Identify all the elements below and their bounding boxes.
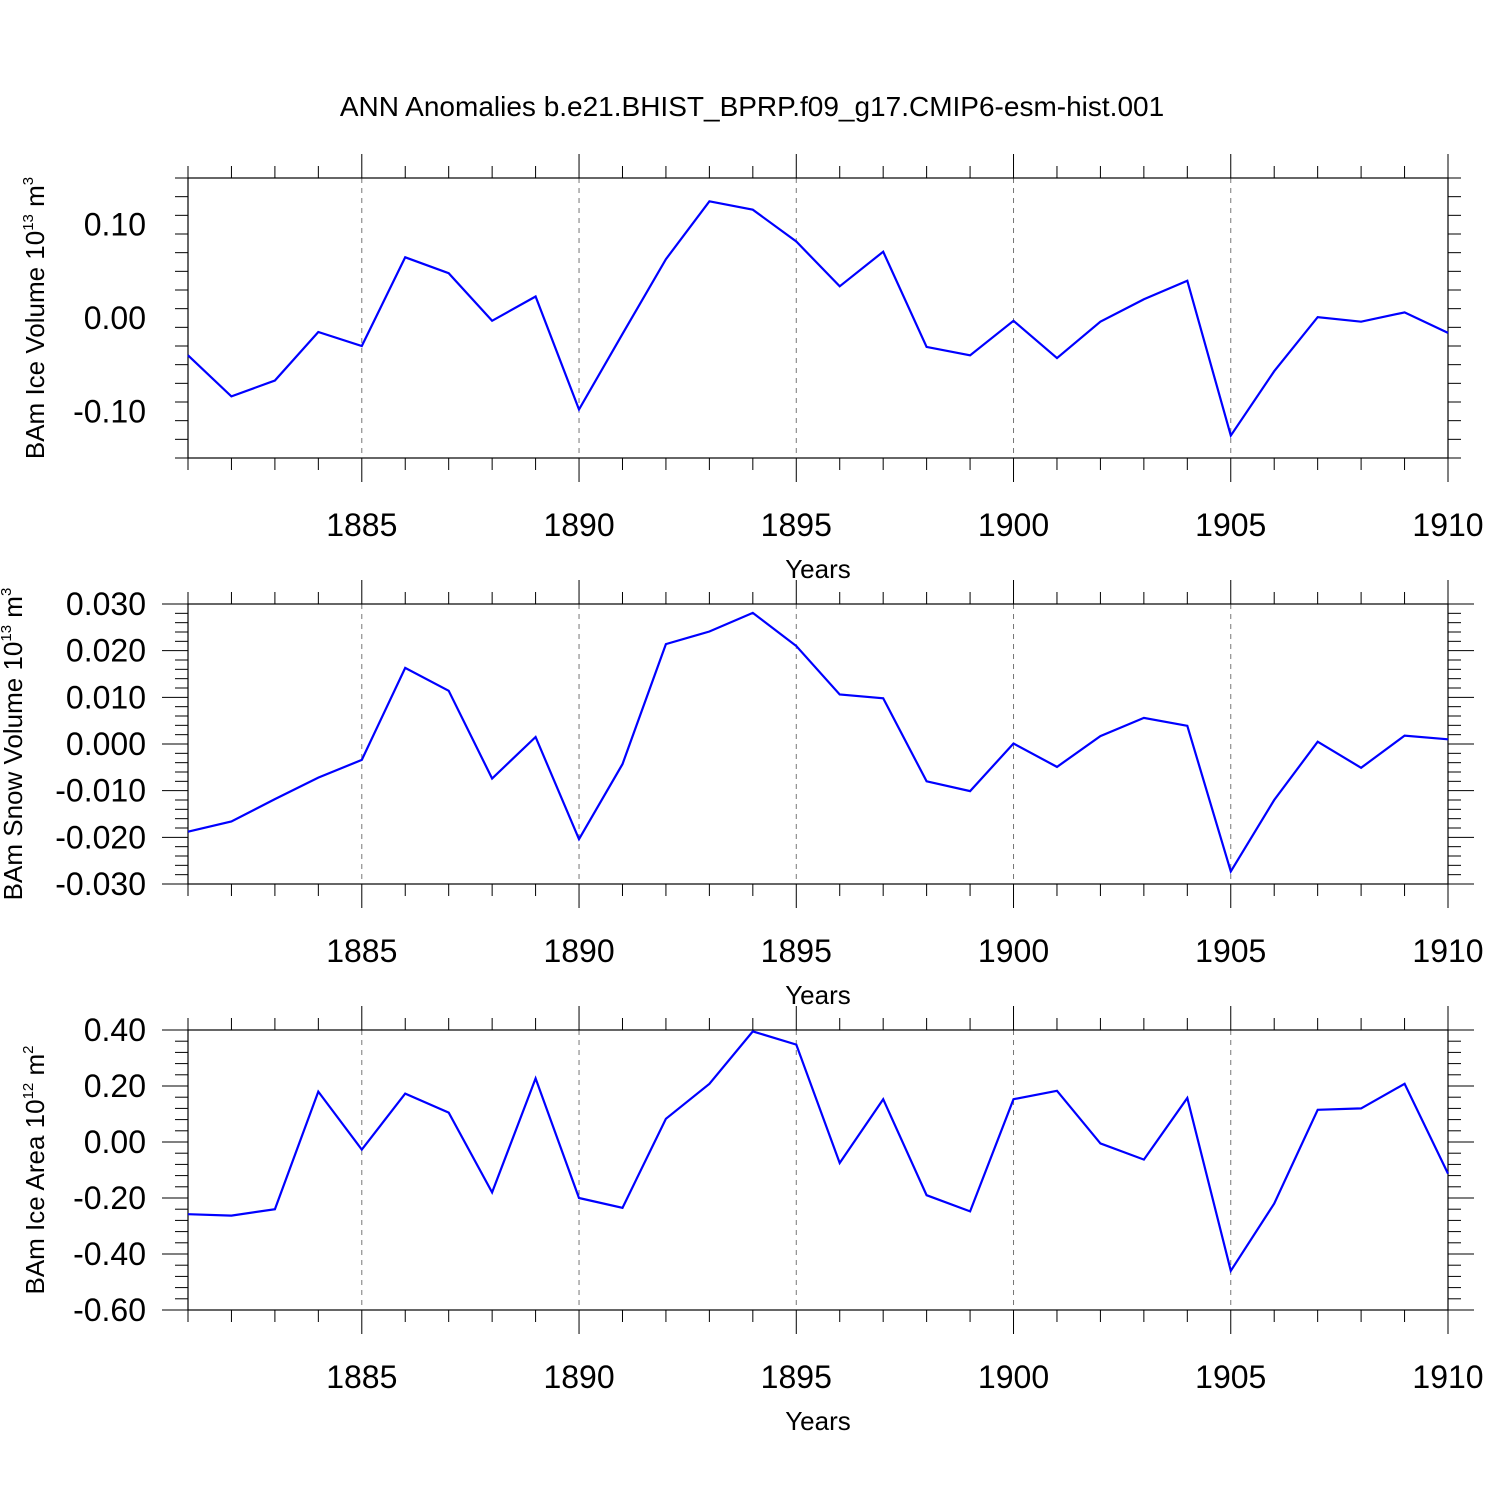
chart-2-x-tick-label: 1885 — [326, 1359, 397, 1395]
chart-2-x-tick-label: 1900 — [978, 1359, 1049, 1395]
chart-1-y-tick-label: 0.000 — [66, 726, 146, 762]
figure-title: ANN Anomalies b.e21.BHIST_BPRP.f09_g17.C… — [340, 91, 1164, 122]
chart-0-y-tick-label: 0.10 — [84, 207, 146, 243]
chart-1-y-tick-label: 0.030 — [66, 586, 146, 622]
chart-1-plot-frame — [187, 603, 1449, 885]
chart-0-y-tick-label: 0.00 — [84, 300, 146, 336]
chart-2-x-tick-label: 1905 — [1195, 1359, 1266, 1395]
chart-0-y-tick-label: -0.10 — [73, 393, 146, 429]
chart-1-y-tick-label: 0.020 — [66, 633, 146, 669]
chart-0-x-tick-label: 1890 — [543, 507, 614, 543]
chart-0-x-tick-label: 1905 — [1195, 507, 1266, 543]
chart-2-plot-frame — [187, 1029, 1449, 1311]
chart-2-y-tick-label: 0.20 — [84, 1068, 146, 1104]
chart-1-y-tick-label: 0.010 — [66, 679, 146, 715]
chart-1-x-tick-label: 1890 — [543, 933, 614, 969]
chart-1-x-tick-label: 1885 — [326, 933, 397, 969]
chart-2-x-tick-label: 1895 — [761, 1359, 832, 1395]
chart-0-plot-frame — [187, 177, 1449, 459]
chart-2-x-tick-label: 1890 — [543, 1359, 614, 1395]
chart-2-x-tick-label: 1910 — [1412, 1359, 1483, 1395]
chart-0-series-line-0 — [187, 200, 1449, 439]
panel-ice-area: -0.60 -0.40 -0.20 0.00 0.20 0.40 1885 1890 1895 1… — [20, 1006, 1484, 1436]
panel-ice-volume: -0.10 0.00 0.10 1885 1890 1895 1900 1905 1910 Yea… — [20, 154, 1484, 584]
chart-2-y-tick-label: -0.20 — [73, 1180, 146, 1216]
chart-2-y-tick-label: 0.00 — [84, 1124, 146, 1160]
chart-2-y-tick-label: -0.60 — [73, 1292, 146, 1328]
chart-1-x-tick-label: 1910 — [1412, 933, 1483, 969]
chart-0-x-tick-label: 1885 — [326, 507, 397, 543]
chart-0-x-tick-label: 1895 — [761, 507, 832, 543]
chart-1-x-axis-label: Years — [785, 980, 851, 1010]
chart-0-x-tick-label: 1910 — [1412, 507, 1483, 543]
chart-2-y-tick-label: 0.40 — [84, 1012, 146, 1048]
chart-2-series-line-0 — [187, 1030, 1449, 1274]
chart-1-x-tick-label: 1895 — [761, 933, 832, 969]
chart-1-x-tick-label: 1900 — [978, 933, 1049, 969]
panel-snow-volume: -0.030 -0.020 -0.010 0.000 0.010 0.020 0.030 18… — [0, 580, 1484, 1010]
chart-2-x-axis-label: Years — [785, 1406, 851, 1436]
chart-0-x-axis-label: Years — [785, 554, 851, 584]
chart-1-y-tick-label: -0.020 — [55, 819, 146, 855]
chart-2-y-tick-label: -0.40 — [73, 1236, 146, 1272]
chart-0-x-tick-label: 1900 — [978, 507, 1049, 543]
chart-1-series-line-0 — [187, 611, 1449, 875]
chart-0-y-axis-label: BAm Ice Volume 1013 m3 — [20, 177, 50, 459]
chart-1-x-tick-label: 1905 — [1195, 933, 1266, 969]
chart-1-y-tick-label: -0.030 — [55, 866, 146, 902]
chart-2-y-axis-label: BAm Ice Area 1012 m2 — [20, 1045, 50, 1294]
chart-1-y-axis-label: BAm Snow Volume 1013 m3 — [0, 588, 28, 901]
chart-1-y-tick-label: -0.010 — [55, 773, 146, 809]
